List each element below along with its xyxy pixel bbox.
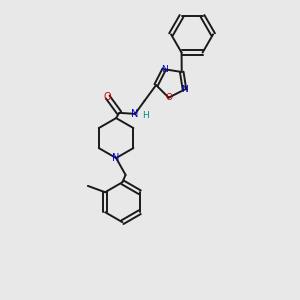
Text: N: N bbox=[181, 85, 188, 94]
Text: N: N bbox=[161, 65, 167, 74]
Text: N: N bbox=[112, 153, 120, 163]
Text: H: H bbox=[142, 112, 149, 121]
Text: O: O bbox=[165, 93, 172, 102]
Text: O: O bbox=[104, 92, 112, 102]
Text: N: N bbox=[131, 109, 139, 119]
